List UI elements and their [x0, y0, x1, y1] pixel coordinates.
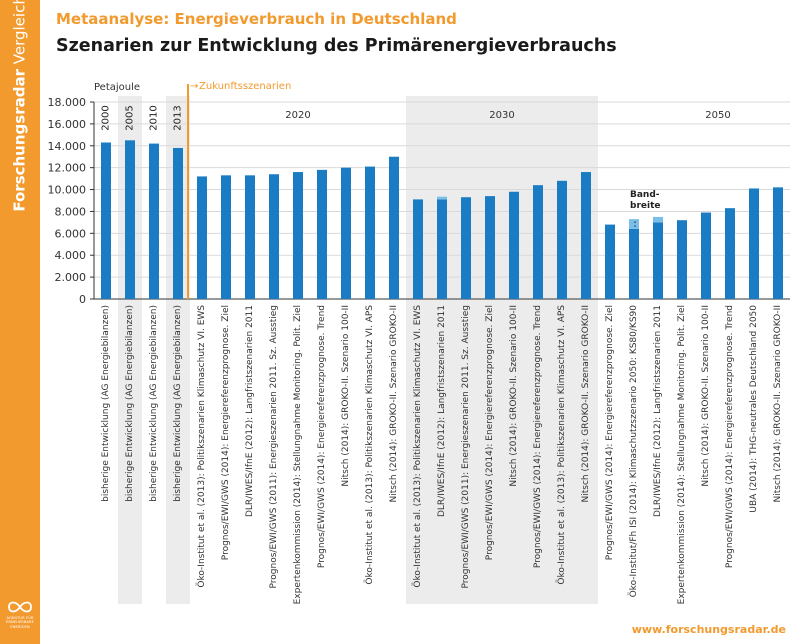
bar: [341, 167, 351, 299]
bar: [197, 176, 207, 299]
bar: [773, 187, 783, 299]
bar: [245, 175, 255, 299]
bar: [653, 222, 663, 299]
bar: [461, 197, 471, 299]
category-label: Nitsch (2014): GROKO-II. Szenario GROKO-…: [389, 305, 399, 503]
category-label: Prognos/EWI/GWS (2014): Energiereferenzp…: [485, 305, 495, 560]
historical-year-label: 2000: [101, 105, 112, 130]
y-tick-label: 12.000: [48, 162, 87, 175]
group-label-2020: 2020: [285, 110, 310, 121]
category-label: Prognos/EWI/GWS (2011): Energieszenarien…: [269, 305, 279, 588]
band-range: [629, 219, 639, 229]
y-tick-label: 10.000: [48, 184, 87, 197]
page-title: Szenarien zur Entwicklung des Primärener…: [56, 36, 617, 56]
y-tick-label: 8.000: [55, 205, 87, 218]
category-label: bisherige Entwicklung (AG Energiebilanze…: [149, 305, 159, 502]
bar: [317, 169, 327, 299]
bar: [101, 142, 111, 299]
category-label: Öko-Institut et al. (2013): Politikszena…: [556, 305, 567, 585]
bar: [125, 140, 135, 299]
category-label: DLR/IWES/IfnE (2012): Langfristszenarien…: [653, 305, 663, 517]
bar: [629, 228, 639, 299]
band-range: [653, 216, 663, 223]
category-label: DLR/IWES/IfnE (2012): Langfristszenarien…: [245, 305, 255, 517]
y-tick-label: 4.000: [55, 249, 87, 262]
group-label-2050: 2050: [705, 110, 730, 121]
logo-text: AGENTUR FÜR ERNEUERBARE ENERGIEN: [3, 616, 37, 629]
group-label-2030: 2030: [489, 110, 514, 121]
bar: [173, 147, 183, 299]
category-label: Expertenkommission (2014): Stellungnahme…: [293, 305, 303, 604]
bar: [413, 199, 423, 299]
bar: [293, 172, 303, 299]
bar: [557, 180, 567, 299]
bar: [533, 185, 543, 299]
category-label: Öko-Institut et al. (2013): Politikszena…: [196, 305, 207, 588]
y-axis-unit: Petajoule: [94, 82, 141, 93]
future-scenarios-label: Zukunftsszenarien: [199, 81, 292, 92]
band-label: breite: [630, 201, 660, 211]
category-label: Öko-Institut et al. (2013): Politikszena…: [364, 305, 375, 585]
category-label: bisherige Entwicklung (AG Energiebilanze…: [173, 305, 183, 502]
category-label: Nitsch (2014): GROKO-II. Szenario GROKO-…: [581, 305, 591, 503]
y-tick-label: 16.000: [48, 118, 87, 131]
y-tick-label: 0: [79, 293, 86, 306]
category-label: bisherige Entwicklung (AG Energiebilanze…: [125, 305, 135, 502]
bar: [269, 174, 279, 299]
bar: [725, 208, 735, 299]
bar: [677, 220, 687, 299]
category-label: Öko-Institut/Fh ISI (2014): Klimaschutzs…: [628, 305, 639, 598]
historical-year-label: 2010: [149, 105, 160, 130]
category-label: DLR/IWES/IfnE (2012): Langfristszenarien…: [437, 305, 447, 517]
category-label: bisherige Entwicklung (AG Energiebilanze…: [101, 305, 111, 502]
bar: [389, 156, 399, 299]
bar: [221, 175, 231, 299]
category-label: Prognos/EWI/GWS (2014): Energiereferenzp…: [221, 305, 231, 560]
sidebar: Forschungsradar Vergleichsgrafik AGENTUR…: [0, 0, 40, 644]
category-label: Prognos/EWI/GWS (2014): Energiereferenzp…: [317, 305, 327, 568]
y-tick-label: 2.000: [55, 271, 87, 284]
category-label: Öko-Institut et al. (2013): Politikszena…: [412, 305, 423, 588]
bar: [581, 172, 591, 299]
logo-text-line: AGENTUR FÜR: [6, 616, 34, 620]
historical-year-label: 2013: [173, 105, 184, 130]
page-kicker: Metaanalyse: Energieverbrauch in Deutsch…: [56, 10, 457, 28]
bar: [605, 224, 615, 299]
website-link[interactable]: www.forschungsradar.de: [631, 623, 786, 636]
infinity-logo-icon: [8, 601, 32, 613]
bar: [437, 199, 447, 299]
category-label: Prognos/EWI/GWS (2014): Energiereferenzp…: [533, 305, 543, 568]
y-tick-label: 14.000: [48, 140, 87, 153]
historical-year-label: 2005: [125, 105, 136, 130]
category-label: Prognos/EWI/GWS (2014): Energiereferenzp…: [605, 305, 615, 560]
category-label: Nitsch (2014): GROKO-II. Szenario GROKO-…: [773, 305, 783, 503]
category-label: Nitsch (2014): GROKO-II. Szenario 100-II: [341, 305, 351, 487]
logo-text-line: ENERGIEN: [10, 624, 30, 629]
band-label: Band-: [630, 190, 660, 200]
group-shade-2030: [406, 96, 598, 604]
bar: [749, 188, 759, 299]
band-range: [437, 196, 447, 200]
bar: [701, 212, 711, 299]
y-tick-label: 6.000: [55, 227, 87, 240]
bar: [365, 166, 375, 299]
category-label: Nitsch (2014): GROKO-II. Szenario 100-II: [509, 305, 519, 487]
category-label: Prognos/EWI/GWS (2014): Energiereferenzp…: [725, 305, 735, 568]
category-label: Prognos/EWI/GWS (2011): Energieszenarien…: [461, 305, 471, 588]
aee-logo: AGENTUR FÜR ERNEUERBARE ENERGIEN: [3, 600, 37, 629]
category-label: UBA (2014): THG-neutrales Deutschland 20…: [749, 305, 759, 513]
bar: [149, 143, 159, 299]
logo-text-line: ERNEUERBARE: [6, 620, 34, 625]
category-label: Nitsch (2014): GROKO-II. Szenario 100-II: [701, 305, 711, 487]
bar: [509, 191, 519, 299]
y-tick-label: 18.000: [48, 96, 87, 109]
arrow-right-icon: →: [190, 81, 199, 92]
bar: [485, 196, 495, 299]
category-label: Expertenkommission (2014): Stellungnahme…: [677, 305, 687, 604]
